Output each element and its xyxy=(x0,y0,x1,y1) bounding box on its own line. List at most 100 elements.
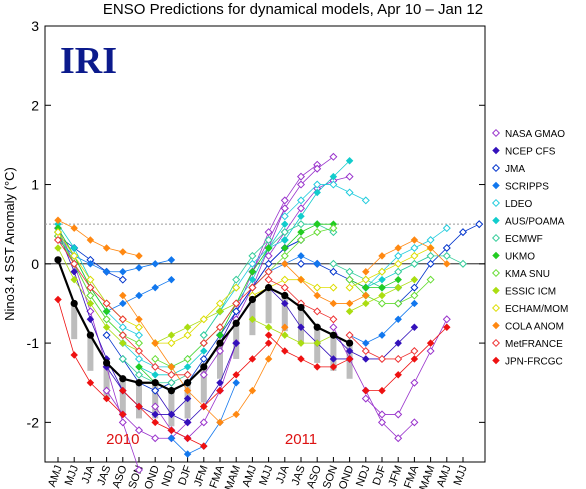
series-point xyxy=(135,291,143,300)
series-point xyxy=(329,180,338,189)
series-point xyxy=(151,283,159,292)
series-point xyxy=(281,244,289,252)
series-point xyxy=(264,259,273,268)
series-point xyxy=(151,339,159,347)
series-point xyxy=(313,220,321,228)
series-point xyxy=(215,347,225,356)
series-point xyxy=(345,283,354,292)
series-point xyxy=(280,228,289,237)
series-point xyxy=(102,315,111,324)
series-point xyxy=(167,434,176,442)
observed-point xyxy=(54,256,62,264)
series-point xyxy=(362,299,370,308)
series-point xyxy=(492,216,500,225)
series-point xyxy=(313,180,322,189)
series-point xyxy=(410,283,419,292)
series-point xyxy=(216,379,224,387)
series-point xyxy=(329,267,338,276)
series-point xyxy=(119,339,127,347)
series-point xyxy=(264,323,273,331)
series-point xyxy=(297,252,305,260)
forecast-line xyxy=(252,156,334,272)
forecast-line xyxy=(106,390,188,439)
x-tick-label: MJJ xyxy=(452,464,470,487)
legend-label: KMA SNU xyxy=(505,269,550,280)
series-point xyxy=(410,347,419,356)
forecast-line xyxy=(219,247,269,336)
forecast-line xyxy=(333,327,415,439)
forecast-line xyxy=(57,247,140,352)
legend-label: NCEP CFS xyxy=(505,147,556,158)
series xyxy=(53,220,468,387)
series-point xyxy=(167,370,176,379)
series-point xyxy=(264,275,273,284)
y-tick-label: 2 xyxy=(31,97,39,113)
series-point xyxy=(119,410,127,419)
series-point xyxy=(102,386,111,395)
forecast-line xyxy=(235,164,318,312)
series-point xyxy=(53,236,63,245)
series-point xyxy=(151,371,159,379)
series-point xyxy=(394,434,403,443)
series-layer xyxy=(53,152,484,474)
series-point xyxy=(216,307,224,316)
series-point xyxy=(491,338,501,348)
series-point xyxy=(394,275,402,284)
forecast-line xyxy=(333,326,415,360)
series-point xyxy=(232,379,240,387)
series-point xyxy=(134,347,144,356)
observed-spread-bar xyxy=(330,335,337,371)
series-point xyxy=(151,260,159,268)
observed-spread-bar xyxy=(71,303,78,340)
series-point xyxy=(86,275,95,284)
series-point xyxy=(394,283,402,292)
series-point xyxy=(361,394,370,403)
y-tick-label: 3 xyxy=(31,18,39,34)
series-point xyxy=(232,410,240,419)
series-point xyxy=(200,402,208,411)
series-point xyxy=(491,268,501,278)
series-point xyxy=(215,323,225,332)
series-point xyxy=(86,307,95,316)
series-point xyxy=(248,386,257,395)
series-point xyxy=(492,356,500,365)
x-tick-label: MJJ xyxy=(63,464,81,487)
series xyxy=(54,295,451,450)
observed-point xyxy=(281,291,289,300)
forecast-line xyxy=(349,247,431,288)
series-point xyxy=(199,339,208,348)
series-point xyxy=(102,299,111,308)
forecast-line xyxy=(203,327,286,423)
series-point xyxy=(119,386,127,395)
series-point xyxy=(410,259,419,268)
y-tick-label: 0 xyxy=(31,256,39,272)
series xyxy=(54,244,419,355)
series-point xyxy=(410,299,419,308)
series-point xyxy=(345,172,354,181)
y-axis-label: Nino3.4 SST Anomaly (°C) xyxy=(2,167,17,321)
series-point xyxy=(199,370,208,379)
series-point xyxy=(361,196,370,205)
series-point xyxy=(183,394,192,403)
series-point xyxy=(183,418,192,427)
legend-label: MetFRANCE xyxy=(505,339,563,350)
series xyxy=(53,236,419,379)
x-tick-label: AMJ xyxy=(46,464,65,489)
forecast-line xyxy=(365,239,448,273)
series-point xyxy=(118,323,127,332)
series-point xyxy=(86,315,95,324)
series-point xyxy=(362,283,370,292)
series-point xyxy=(54,295,62,304)
series-point xyxy=(442,243,451,252)
x-tick-label: OND xyxy=(142,464,162,489)
series-point xyxy=(134,426,144,435)
series-point xyxy=(394,410,403,419)
series-point xyxy=(102,331,111,340)
series-point xyxy=(118,315,127,324)
series-point xyxy=(199,315,208,324)
series-point xyxy=(329,323,338,332)
series-point xyxy=(492,321,500,330)
series-point xyxy=(86,379,95,387)
series-point xyxy=(118,418,127,427)
